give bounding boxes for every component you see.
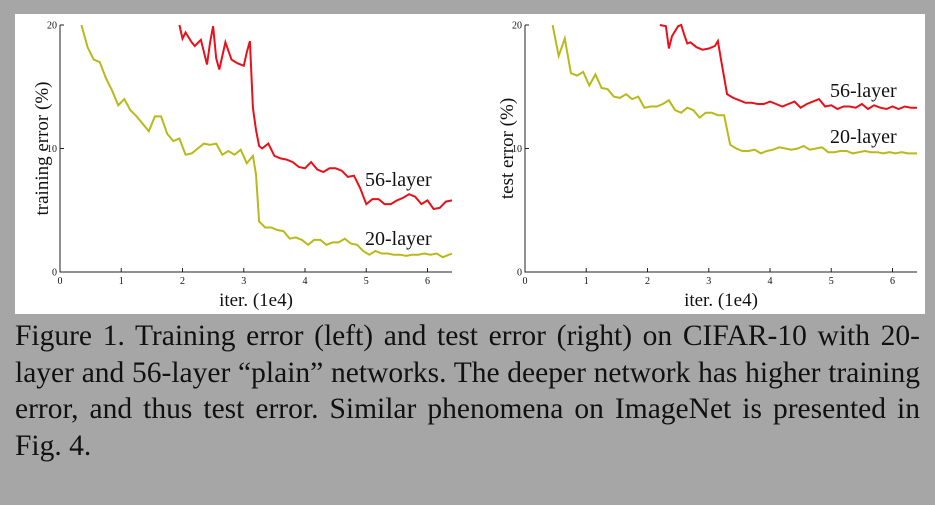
chart-2-ytick-label: 10 (512, 144, 522, 155)
chart-2-xtick-label: 5 (829, 276, 834, 287)
chart-1-ytick-label: 10 (47, 144, 57, 155)
chart-1-xlabel: iter. (1e4) (219, 290, 293, 311)
chart-2-xtick-label: 2 (645, 276, 650, 287)
chart-1-ytick-label: 20 (47, 21, 57, 32)
chart-2-series-label-20-layer: 20-layer (830, 126, 897, 148)
figure-caption: Figure 1. Training error (left) and test… (15, 320, 920, 462)
chart-1-xtick-label: 6 (425, 276, 430, 287)
chart-1-xtick-label: 2 (180, 276, 185, 287)
chart-1-xtick-label: 4 (303, 276, 308, 287)
chart-1-xtick-label: 1 (119, 276, 124, 287)
chart-1-xtick-label: 3 (241, 276, 246, 287)
chart-1-xtick-label: 0 (58, 276, 63, 287)
chart-1-ytick-label: 0 (52, 268, 57, 279)
chart-1-ylabel: training error (%) (32, 82, 53, 216)
chart-1-line-56-layer (178, 24, 453, 211)
chart-1-series-label-20-layer: 20-layer (365, 228, 432, 250)
chart-2-ytick-label: 0 (517, 268, 522, 279)
chart-2-xtick-label: 4 (768, 276, 773, 287)
chart-2-xtick-label: 3 (706, 276, 711, 287)
chart-2-line-56-layer (659, 23, 917, 111)
chart-1-line-20-layer (80, 24, 453, 259)
chart-2-line-20-layer (551, 24, 917, 155)
chart-2-ylabel: test error (%) (497, 98, 518, 199)
chart-2-xtick-label: 6 (890, 276, 895, 287)
figure-panel: 0 1 2 3 4 5 6 0 10 20 iter. (1e4) training error (%… (15, 14, 925, 314)
chart-2-series-label-56-layer: 56-layer (830, 80, 897, 102)
chart-1-xtick-label: 5 (364, 276, 369, 287)
chart-2-xlabel: iter. (1e4) (684, 290, 758, 311)
chart-2-xtick-label: 0 (523, 276, 528, 287)
chart-1-series-label-56-layer: 56-layer (365, 169, 432, 191)
chart-2-xtick-label: 1 (584, 276, 589, 287)
chart-2-ytick-label: 20 (512, 21, 522, 32)
